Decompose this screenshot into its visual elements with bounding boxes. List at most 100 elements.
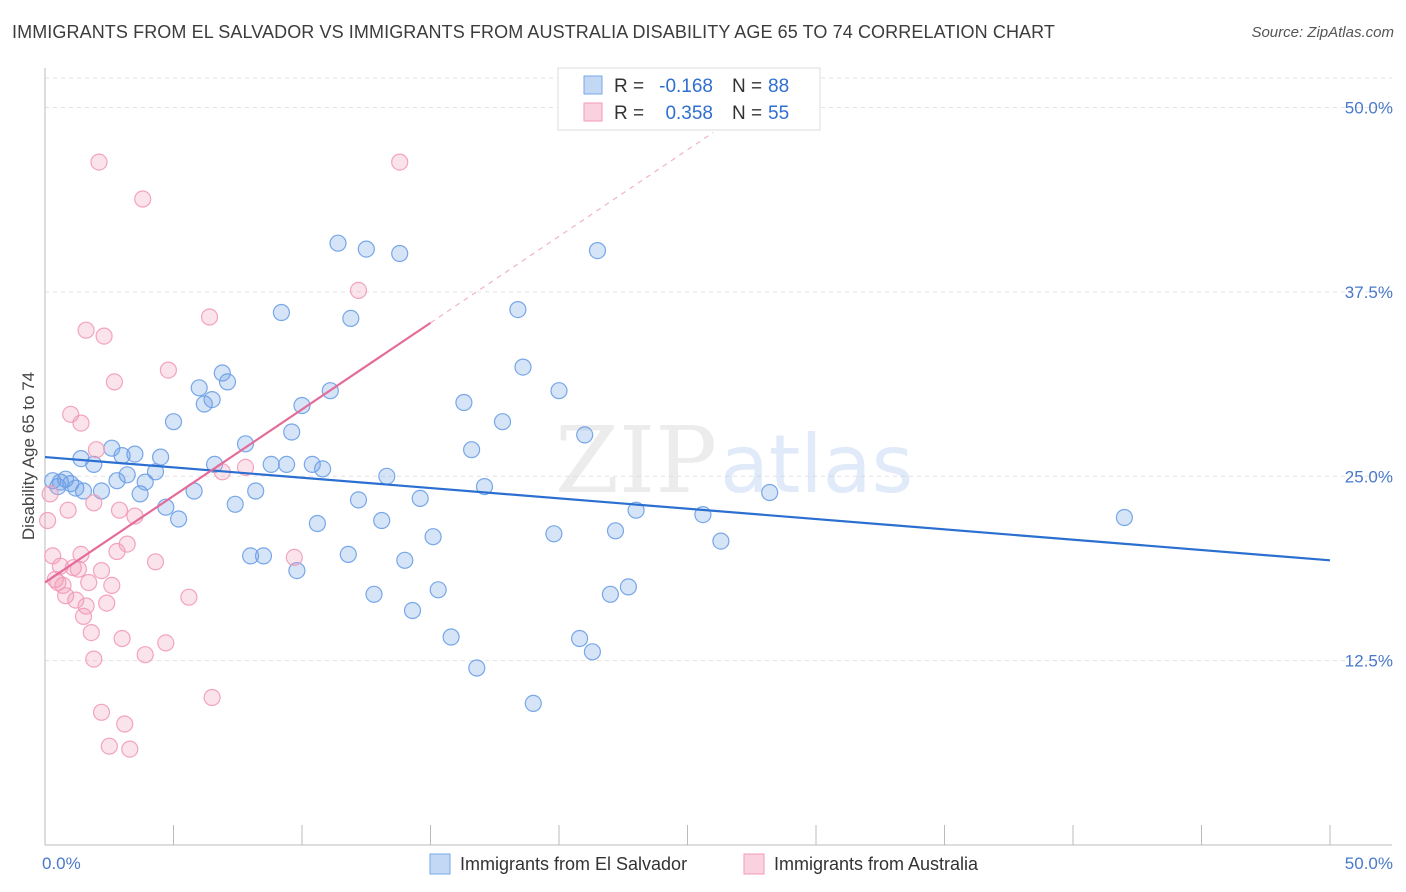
point-el-salvador (463, 441, 481, 459)
point-australia (38, 511, 57, 530)
point-australia (92, 561, 111, 580)
point-el-salvador (455, 393, 473, 412)
point-australia (349, 281, 368, 299)
point-el-salvador (283, 423, 301, 441)
legend-n-value: 88 (768, 76, 789, 97)
trend-line-australia (44, 321, 432, 584)
point-el-salvador (524, 694, 542, 713)
point-el-salvador (570, 629, 589, 648)
point-el-salvador (429, 581, 447, 599)
trend-extension-australia (430, 131, 714, 324)
chart-title: IMMIGRANTS FROM EL SALVADOR VS IMMIGRANT… (12, 22, 1056, 42)
point-australia (121, 740, 139, 758)
point-australia (146, 553, 165, 571)
y-tick-labels: 12.5% 25.0% 37.5% 50.0% (1345, 99, 1393, 671)
point-australia (67, 591, 85, 609)
legend-swatch (583, 102, 603, 122)
point-el-salvador (118, 466, 136, 484)
point-australia (118, 535, 136, 553)
point-el-salvador (126, 445, 144, 463)
point-el-salvador (365, 585, 383, 603)
point-australia (134, 190, 152, 208)
point-australia (95, 327, 113, 345)
point-el-salvador (314, 460, 332, 478)
legend-r-value: -0.168 (659, 76, 713, 97)
point-el-salvador (475, 478, 494, 496)
point-el-salvador (424, 528, 442, 546)
point-australia (236, 458, 255, 476)
legend-r-label: R = (614, 103, 644, 124)
point-el-salvador (74, 482, 93, 500)
y-tick-label: 25.0% (1345, 467, 1393, 486)
point-el-salvador (601, 585, 620, 603)
watermark-atlas: atlas (720, 418, 913, 511)
point-el-salvador (152, 448, 170, 466)
point-el-salvador (411, 489, 429, 507)
point-australia (157, 634, 175, 652)
trend-line-el-salvador (44, 455, 1331, 562)
point-el-salvador (619, 578, 638, 596)
bottom-legend-label: Immigrants from Australia (774, 854, 979, 874)
point-australia (92, 703, 111, 721)
chart-source: Source: ZipAtlas.com (1251, 24, 1394, 41)
trend-lines (44, 131, 1331, 584)
point-australia (136, 646, 154, 664)
point-australia (77, 321, 95, 339)
stats-legend: R = -0.168 N = 88 R = 0.358 N = 55 (557, 67, 821, 131)
y-tick-label: 50.0% (1345, 99, 1393, 118)
point-el-salvador (396, 551, 414, 569)
point-australia (87, 441, 106, 459)
point-el-salvador (514, 358, 532, 376)
legend-n-label: N = (732, 76, 762, 97)
point-el-salvador (373, 511, 391, 530)
point-australia (85, 650, 103, 668)
point-el-salvador (357, 240, 375, 258)
point-el-salvador (108, 472, 126, 490)
point-australia (285, 548, 303, 567)
point-el-salvador (509, 301, 527, 319)
point-el-salvador (218, 373, 237, 391)
axes (44, 68, 1392, 846)
legend-n-value: 55 (768, 103, 789, 124)
point-el-salvador (254, 547, 273, 565)
point-australia (203, 688, 221, 707)
point-el-salvador (226, 495, 244, 513)
watermark-zip: ZIP (555, 407, 717, 514)
watermark: ZIP atlas (555, 407, 913, 514)
point-australia (159, 361, 177, 379)
point-australia (74, 607, 93, 626)
point-australia (85, 494, 103, 512)
point-el-salvador (136, 473, 154, 491)
point-el-salvador (583, 643, 602, 661)
point-el-salvador (378, 467, 396, 485)
point-australia (200, 308, 219, 326)
y-tick-label: 12.5% (1345, 652, 1393, 671)
x-tick-label: 0.0% (42, 854, 81, 873)
point-el-salvador (164, 413, 183, 431)
legend-r-value: 0.358 (665, 103, 713, 124)
point-australia (54, 576, 72, 595)
point-el-salvador (203, 391, 221, 409)
point-australia (59, 501, 77, 519)
point-el-salvador (278, 455, 296, 473)
bottom-legend-swatch (743, 853, 765, 875)
point-el-salvador (606, 522, 625, 540)
point-el-salvador (403, 601, 422, 620)
point-el-salvador (272, 303, 290, 322)
point-el-salvador (329, 234, 347, 252)
point-australia (82, 623, 100, 642)
point-australia (77, 597, 95, 615)
point-el-salvador (442, 628, 460, 646)
point-el-salvador (308, 514, 326, 533)
point-australia (110, 501, 129, 519)
point-el-salvador (236, 435, 255, 453)
point-australia (180, 588, 198, 606)
point-el-salvador (468, 659, 486, 677)
point-australia (72, 545, 90, 564)
point-el-salvador (761, 483, 779, 502)
point-australia (105, 373, 124, 391)
legend-r-label: R = (614, 76, 644, 97)
point-el-salvador (349, 491, 368, 509)
point-australia (391, 153, 409, 171)
